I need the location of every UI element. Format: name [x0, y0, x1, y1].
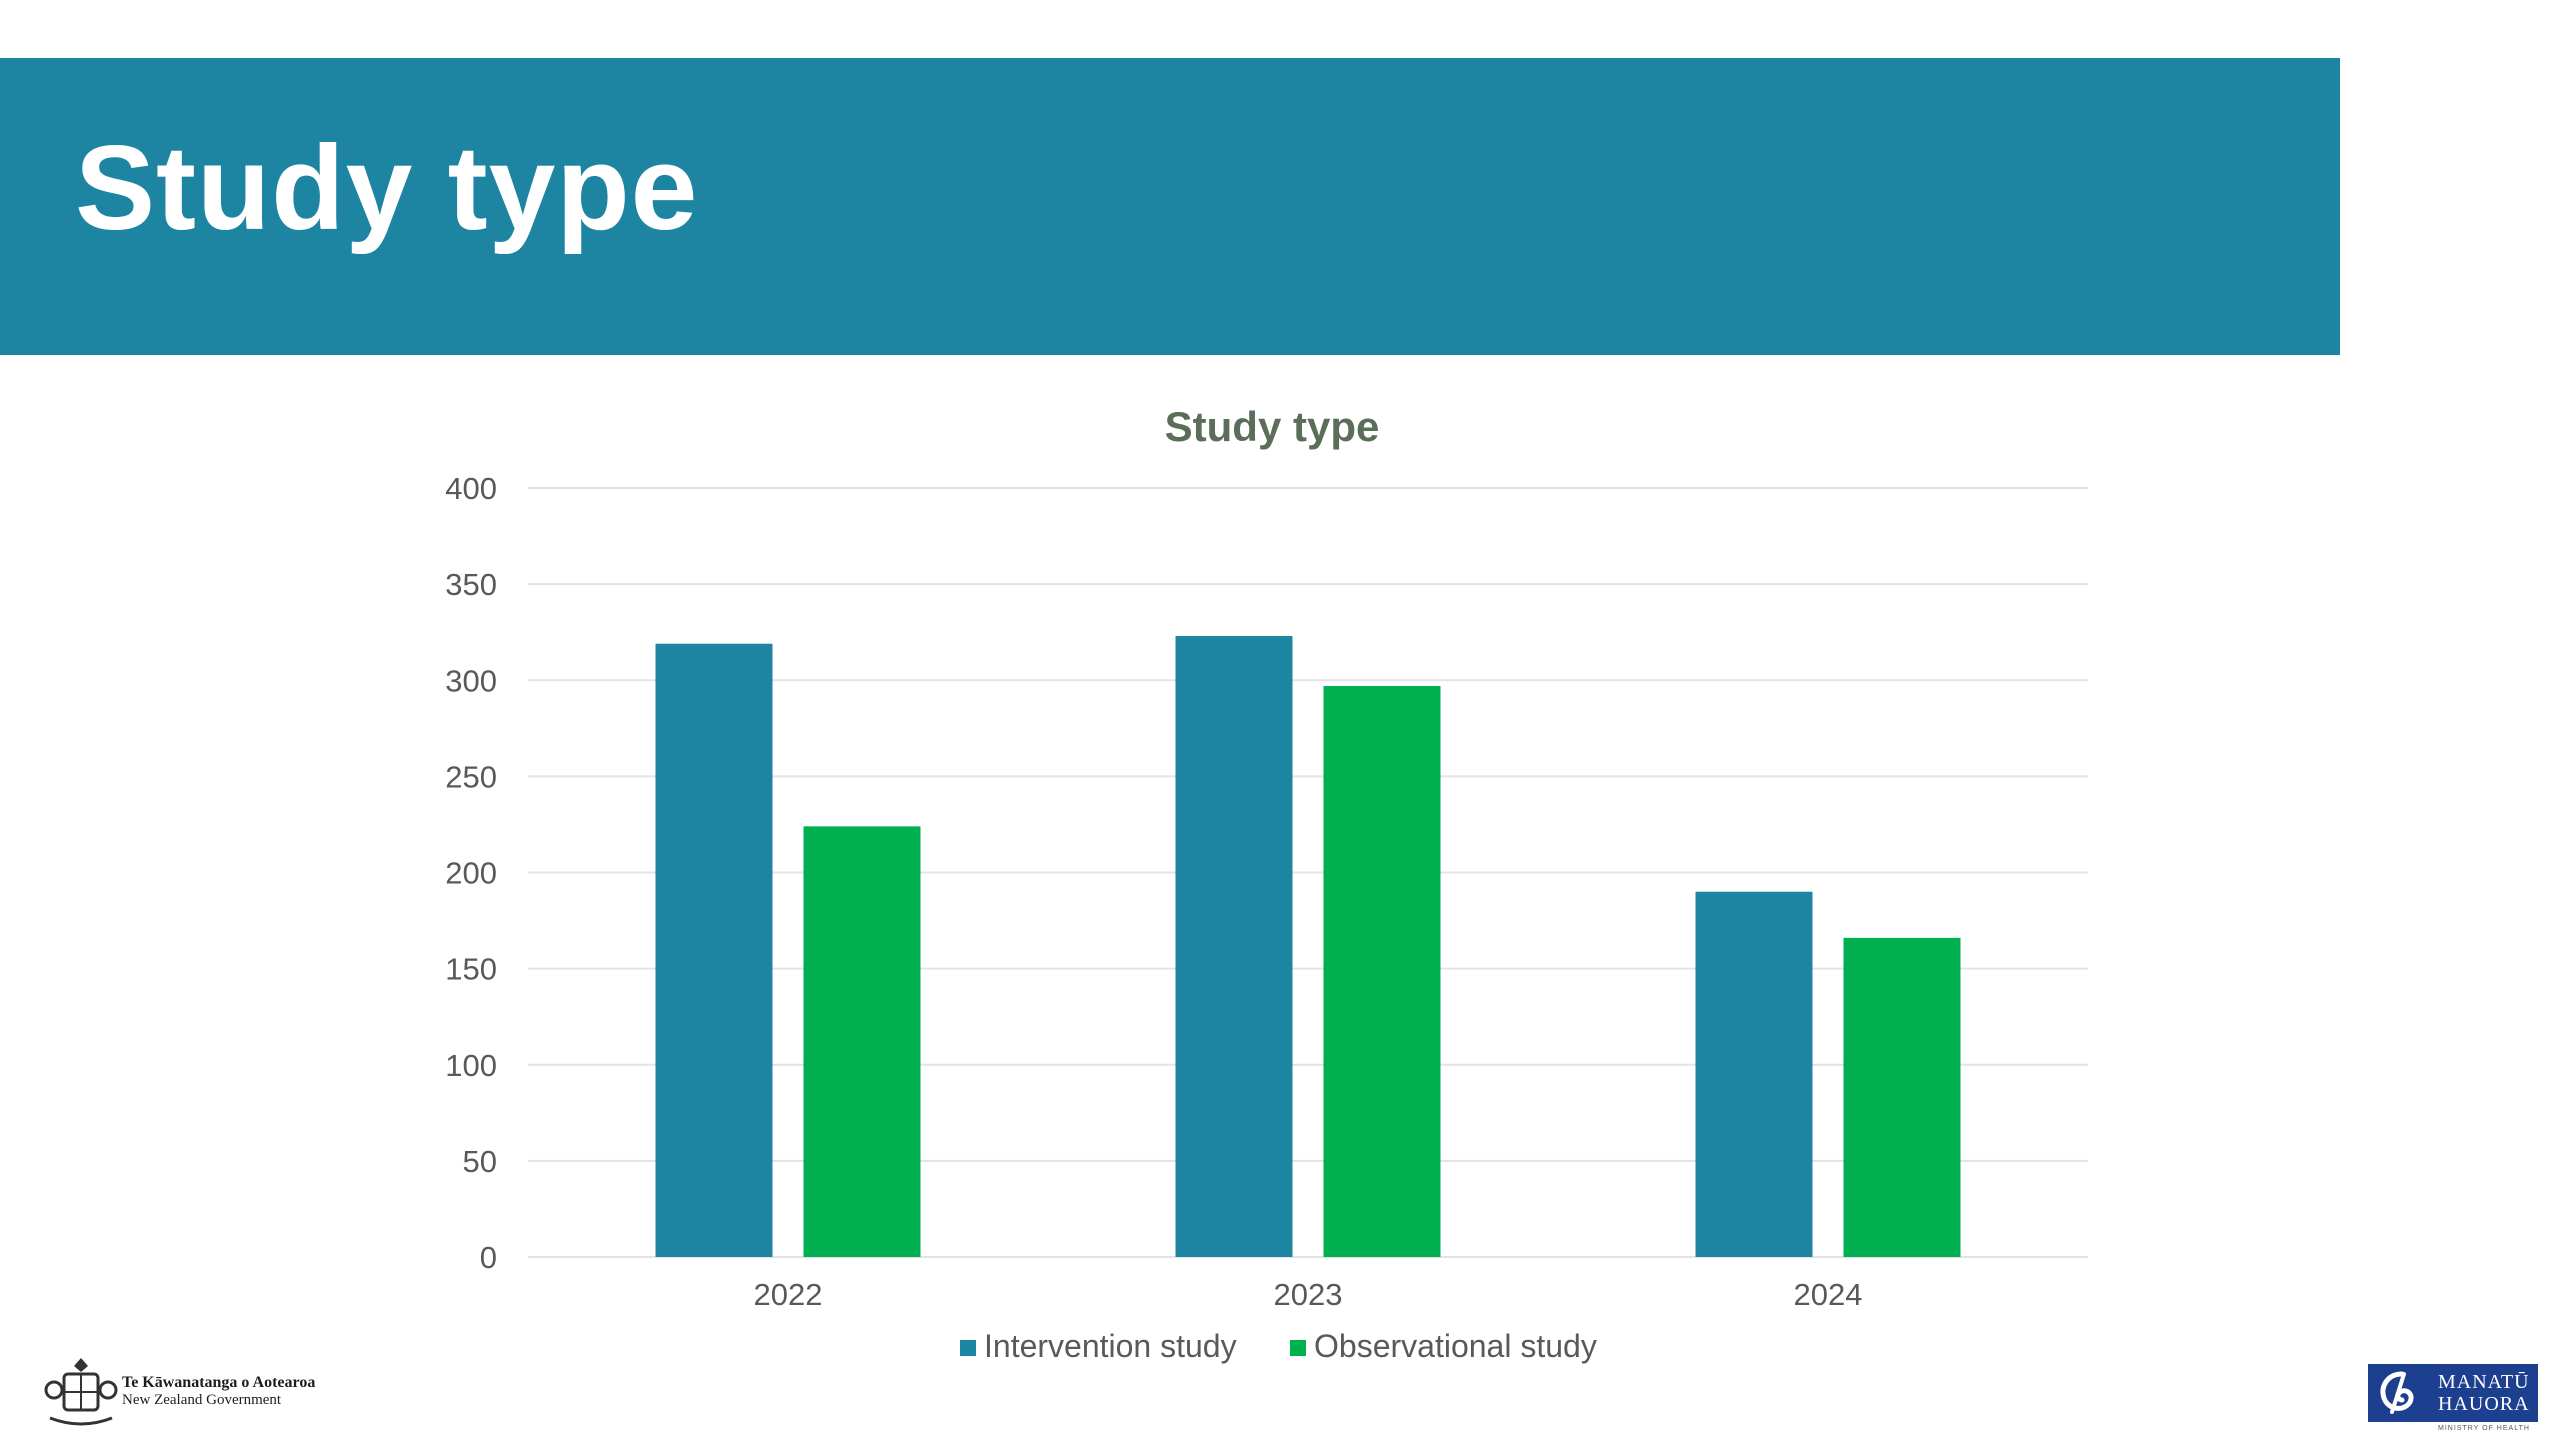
y-tick-label: 300 [445, 663, 497, 698]
coat-of-arms-icon [44, 1358, 118, 1426]
bar-observational-2022 [803, 826, 921, 1257]
y-tick-label: 0 [480, 1240, 497, 1275]
x-tick-label: 2022 [754, 1277, 823, 1312]
slide-title: Study type [75, 121, 699, 255]
x-tick-label: 2024 [1794, 1277, 1863, 1312]
y-tick-label: 400 [445, 471, 497, 506]
y-tick-label: 200 [445, 856, 497, 891]
bar-observational-2023 [1323, 686, 1441, 1257]
bar-intervention-2023 [1175, 636, 1293, 1257]
x-tick-label: 2023 [1274, 1277, 1343, 1312]
moh-subtitle: MINISTRY OF HEALTH [2438, 1425, 2530, 1432]
y-tick-label: 250 [445, 759, 497, 794]
moh-logo-box: MANATŪ HAUORA [2368, 1364, 2538, 1422]
moh-line1: MANATŪ [2438, 1371, 2530, 1393]
y-tick-label: 350 [445, 567, 497, 602]
nz-government-logo: Te Kāwanatanga o Aotearoa New Zealand Go… [42, 1352, 362, 1430]
y-tick-label: 150 [445, 952, 497, 987]
gov-name-maori: Te Kāwanatanga o Aotearoa [122, 1374, 316, 1391]
gov-name-english: New Zealand Government [122, 1391, 282, 1408]
legend-swatch-intervention [960, 1340, 976, 1356]
ministry-of-health-logo: MANATŪ HAUORA MINISTRY OF HEALTH [2368, 1364, 2538, 1434]
y-tick-label: 100 [445, 1048, 497, 1083]
moh-line2: HAUORA [2438, 1393, 2530, 1415]
legend-label-intervention: Intervention study [984, 1328, 1237, 1364]
legend-label-observational: Observational study [1314, 1328, 1597, 1364]
y-tick-label: 50 [463, 1144, 497, 1179]
koru-icon [2380, 1371, 2414, 1414]
bar-observational-2024 [1843, 937, 1961, 1257]
bar-intervention-2022 [655, 643, 773, 1257]
bar-intervention-2024 [1695, 891, 1813, 1257]
title-banner [0, 58, 2340, 355]
legend-swatch-observational [1290, 1340, 1306, 1356]
chart-title: Study type [1165, 403, 1380, 450]
